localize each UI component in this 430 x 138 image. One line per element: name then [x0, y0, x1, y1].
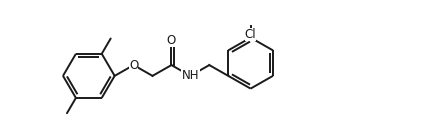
- Text: O: O: [129, 59, 138, 72]
- Text: Cl: Cl: [245, 28, 256, 41]
- Text: NH: NH: [181, 69, 199, 82]
- Text: O: O: [167, 34, 176, 47]
